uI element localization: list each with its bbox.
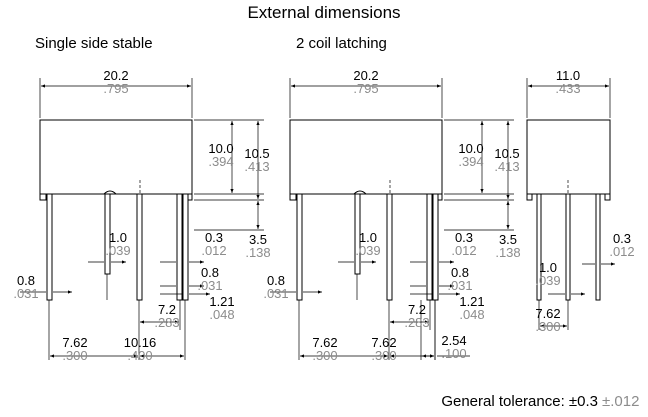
- dimension-mm: 0.8: [201, 265, 219, 280]
- dimension-mm: 20.2: [353, 68, 378, 83]
- dimension-mm: 10.5: [244, 146, 269, 161]
- tolerance-inch: ±.012: [602, 393, 639, 410]
- dimension-inch: .300: [312, 348, 337, 363]
- dimension-mm: 3.5: [249, 232, 267, 247]
- dimension-mm: 7.2: [158, 302, 176, 317]
- dimension-inch: .795: [103, 81, 128, 96]
- dimension-mm: 2.54: [441, 333, 466, 348]
- dimension-inch: .394: [458, 154, 483, 169]
- dimension-line: [420, 300, 470, 360]
- dimension-inch: .031: [263, 286, 288, 301]
- tolerance: General tolerance: ±0.3: [441, 393, 598, 410]
- dimension-inch: .012: [451, 243, 476, 258]
- dimension-mm: 10.5: [494, 146, 519, 161]
- dimension-inch: .795: [353, 81, 378, 96]
- dimension-mm: 0.8: [267, 273, 285, 288]
- dimension-mm: 7.62: [371, 335, 396, 350]
- dimension-mm: 1.21: [459, 294, 484, 309]
- dimension-inch: .433: [555, 81, 580, 96]
- dimension-mm: 0.8: [17, 273, 35, 288]
- dimension-inch: .283: [404, 315, 429, 330]
- dimension-inch: .031: [447, 278, 472, 293]
- dimension-mm: 7.2: [408, 302, 426, 317]
- dimension-inch: .039: [355, 243, 380, 258]
- dimension-mm: 1.0: [539, 260, 557, 275]
- dimension-mm: 7.62: [312, 335, 337, 350]
- title: External dimensions: [247, 3, 400, 22]
- dimension-mm: 1.0: [359, 230, 377, 245]
- dimension-mm: 1.21: [209, 294, 234, 309]
- dimension-mm: 0.3: [613, 231, 631, 246]
- dimension-mm: 10.0: [458, 141, 483, 156]
- dimension-inch: .048: [459, 307, 484, 322]
- dimension-inch: .138: [245, 245, 270, 260]
- dimension-mm: 7.62: [62, 335, 87, 350]
- dimension-mm: 11.0: [556, 68, 580, 83]
- dimension-inch: .048: [209, 307, 234, 322]
- dimension-inch: .300: [62, 348, 87, 363]
- dimension-mm: 0.8: [451, 265, 469, 280]
- side-view: [526, 78, 615, 330]
- dimension-inch: .039: [105, 243, 130, 258]
- dimension-mm: 0.3: [455, 230, 473, 245]
- view-label: Single side stable: [35, 35, 153, 52]
- dimension-inch: .283: [154, 315, 179, 330]
- dimension-mm: 1.0: [109, 230, 127, 245]
- dimension-inch: .413: [494, 159, 519, 174]
- dimension-mm: 10.0: [208, 141, 233, 156]
- dimension-mm: 0.3: [205, 230, 223, 245]
- dimension-mm: 20.2: [103, 68, 128, 83]
- dimension-mm: 7.62: [535, 306, 560, 321]
- dimension-inch: .300: [535, 319, 560, 334]
- dimension-inch: .031: [197, 278, 222, 293]
- dimension-inch: .394: [208, 154, 233, 169]
- dimension-inch: .413: [244, 159, 269, 174]
- dimension-inch: .300: [371, 348, 396, 363]
- dimension-inch: .138: [495, 245, 520, 260]
- dimension-inch: .012: [201, 243, 226, 258]
- dimension-inch: .031: [13, 286, 38, 301]
- dimension-inch: .100: [441, 346, 466, 361]
- dimension-inch: .012: [609, 244, 634, 259]
- dimension-inch: .039: [535, 273, 560, 288]
- dimension-inch: .400: [127, 348, 152, 363]
- view-label: 2 coil latching: [296, 35, 387, 52]
- dimension-mm: 10.16: [124, 335, 157, 350]
- dimension-mm: 3.5: [499, 232, 517, 247]
